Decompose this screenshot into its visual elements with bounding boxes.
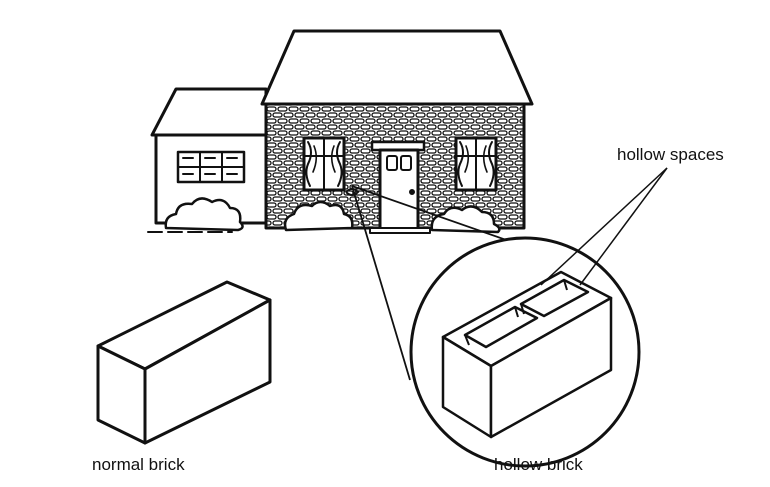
annex-roof xyxy=(150,87,268,137)
right-window xyxy=(454,136,498,192)
normal-brick-label: normal brick xyxy=(92,455,185,474)
front-door xyxy=(369,140,431,234)
hollow-brick-label: hollow brick xyxy=(494,455,583,474)
normal-brick-side xyxy=(143,298,272,445)
left-window xyxy=(302,136,346,192)
normal-brick xyxy=(96,280,272,445)
hollow-spaces-callout xyxy=(540,167,668,286)
bush-left xyxy=(164,197,244,232)
hollow-brick-side xyxy=(489,296,613,439)
zoom-circle xyxy=(409,236,641,468)
main-roof xyxy=(260,29,534,106)
zoom-pointer-lines xyxy=(345,185,513,381)
hollow-spaces-label: hollow spaces xyxy=(617,145,724,164)
hollow-cavity-left xyxy=(463,305,539,349)
bush-right xyxy=(430,205,501,234)
house-illustration xyxy=(147,29,534,234)
annex-window xyxy=(176,150,246,184)
hollow-brick xyxy=(441,270,613,439)
hollow-cavity-right xyxy=(519,278,590,318)
bushes xyxy=(164,197,501,234)
bush-center xyxy=(283,200,354,232)
